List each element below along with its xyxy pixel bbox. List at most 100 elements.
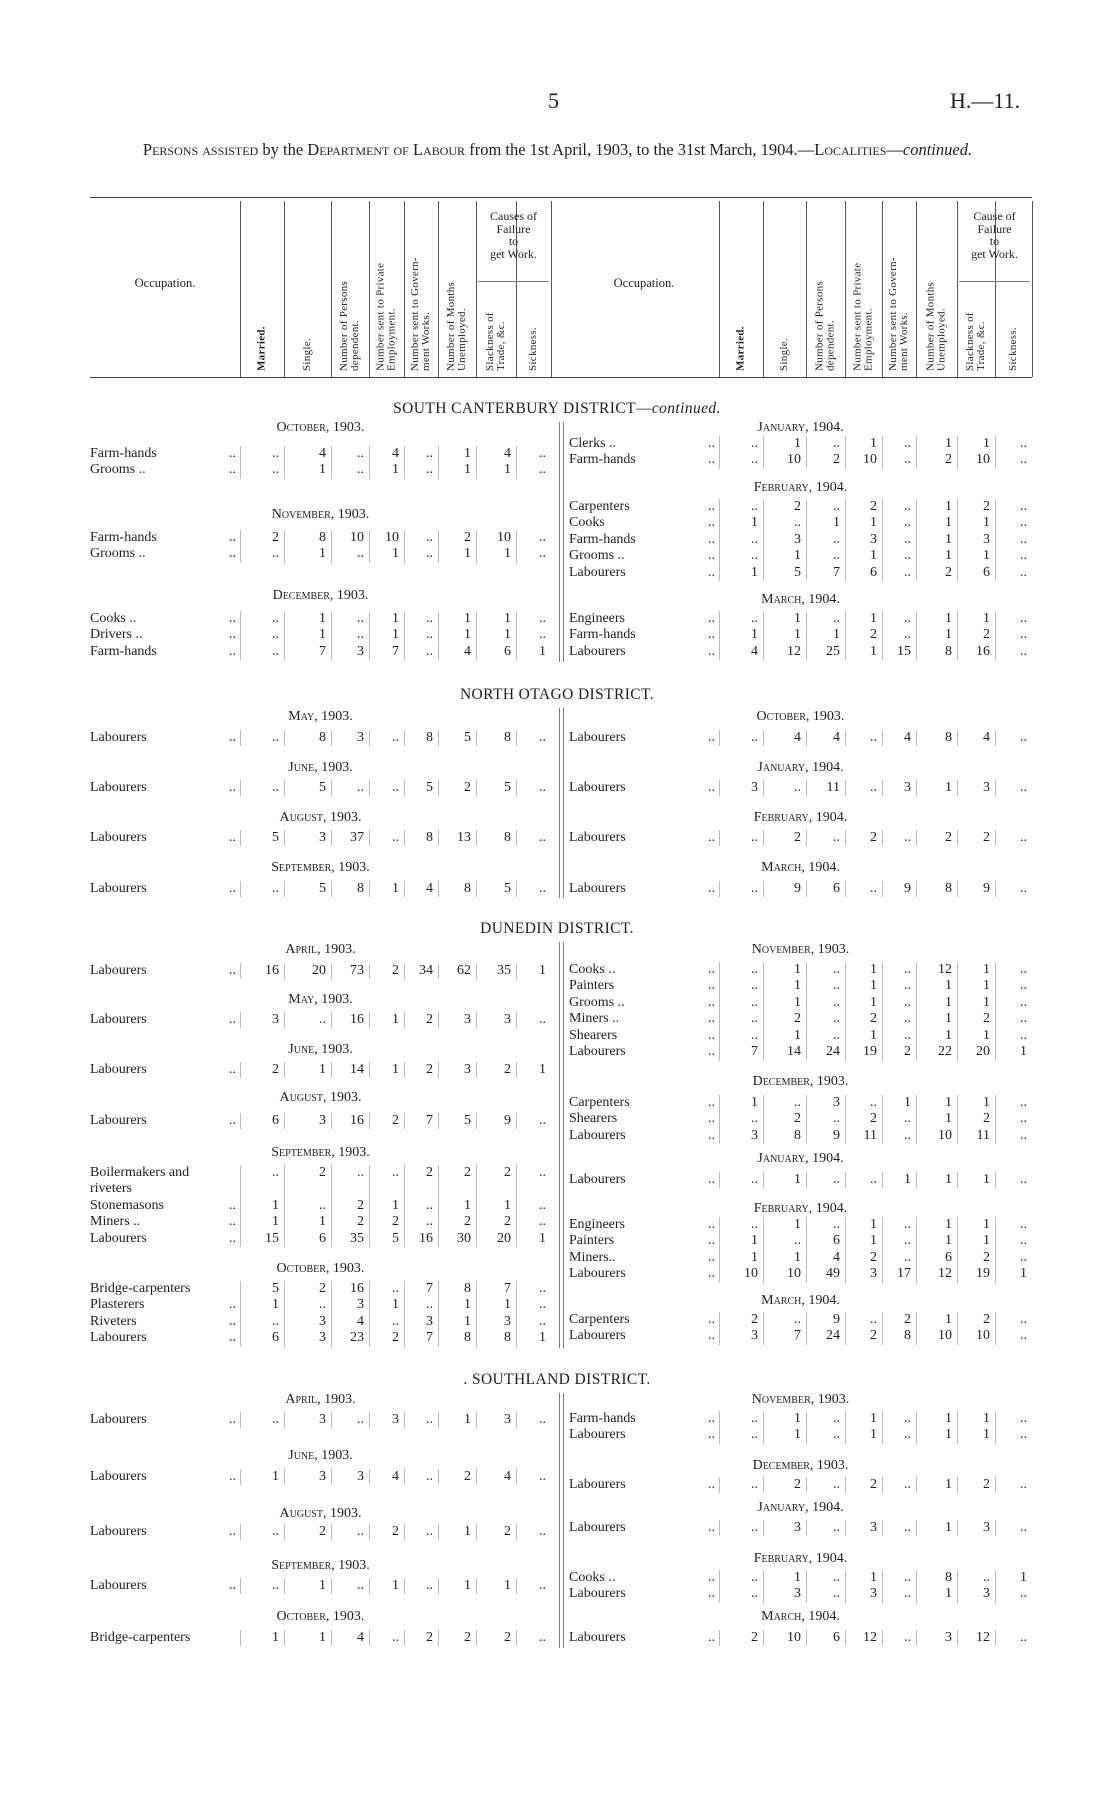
occupation-cell: Labourers.. bbox=[90, 730, 240, 747]
cell-private: 3 bbox=[845, 1519, 882, 1537]
cell-slackness: 8 bbox=[476, 1330, 516, 1347]
cell-months: 1 bbox=[916, 627, 957, 644]
month-heading: February, 1904. bbox=[753, 1550, 848, 1566]
cell-dependent: .. bbox=[331, 462, 369, 479]
cell-private: 2 bbox=[845, 1111, 882, 1128]
cell-dependent: 9 bbox=[806, 1311, 845, 1329]
month-block: Engineers.... 1.. 1.. 1 1.. Farm-hands.. 1 1 1 2.… bbox=[569, 610, 1032, 661]
leader-dots: .. bbox=[229, 1313, 236, 1329]
occupation-cell: Labourers.. bbox=[90, 1578, 240, 1595]
table-row: Labourers.. 1 5 7 6.. 2 6.. bbox=[569, 564, 1032, 582]
cell-dependent: .. bbox=[806, 1569, 845, 1587]
cell-private: 10 bbox=[845, 452, 882, 469]
cell-slackness: 10 bbox=[957, 1328, 995, 1345]
cell-single: 3 bbox=[763, 1586, 806, 1603]
cell-slackness: 3 bbox=[476, 1411, 516, 1429]
district-name: SOUTH CANTERBURY DISTRICT— bbox=[393, 400, 652, 417]
month-block: Labourers.... 4 4.. 4 8 4.. bbox=[569, 729, 1032, 747]
occupation-name: Carpenters bbox=[569, 498, 630, 514]
cell-government: .. bbox=[882, 1586, 916, 1603]
occupation-name: Bridge-carpenters bbox=[90, 1280, 191, 1296]
month-block: Labourers.. 2 10 6 12.. 3 12.. bbox=[569, 1629, 1032, 1647]
cell-government: 4 bbox=[404, 880, 438, 898]
header-dependent: Number of Persons dependent. bbox=[813, 280, 837, 371]
cell-sickness: .. bbox=[516, 627, 551, 644]
cell-sickness: .. bbox=[995, 1011, 1032, 1028]
cell-single: 2 bbox=[763, 829, 806, 847]
leader-dots: .. bbox=[229, 1468, 236, 1484]
cell-slackness: 2 bbox=[957, 498, 995, 516]
cell-sickness: .. bbox=[516, 880, 551, 898]
cell-government: .. bbox=[882, 564, 916, 582]
table-row: Labourers.. 15 6 35 5 16 30 20 1 bbox=[90, 1230, 551, 1248]
cell-dependent: 16 bbox=[331, 1280, 369, 1298]
cell-dependent: 37 bbox=[331, 829, 369, 847]
table-row: Labourers.. 1 3 3 4.. 2 4.. bbox=[90, 1468, 551, 1486]
occupation-cell: Farm-hands.. bbox=[569, 452, 719, 469]
cell-married: 16 bbox=[240, 962, 284, 980]
leader-dots: .. bbox=[229, 829, 236, 845]
cell-dependent: 14 bbox=[331, 1061, 369, 1079]
month-heading: February, 1904. bbox=[753, 1200, 848, 1216]
cell-dependent: 3 bbox=[331, 643, 369, 661]
cell-single: 10 bbox=[763, 1266, 806, 1283]
leader-dots: .. bbox=[229, 546, 236, 562]
month-heading: February, 1904. bbox=[753, 809, 848, 825]
cell-private: 1 bbox=[845, 1410, 882, 1428]
month-heading: March, 1904. bbox=[761, 1292, 840, 1308]
cell-private: .. bbox=[369, 1164, 404, 1198]
cell-married: 3 bbox=[719, 779, 763, 797]
leader-dots: .. bbox=[708, 435, 715, 451]
cell-married: .. bbox=[240, 643, 284, 661]
cell-married: 1 bbox=[719, 627, 763, 644]
cell-dependent: .. bbox=[806, 1027, 845, 1045]
cell-slackness: 1 bbox=[476, 546, 516, 563]
month-heading: February, 1904. bbox=[753, 479, 848, 495]
table-row: Labourers.... 9 6.. 9 8 9.. bbox=[569, 880, 1032, 898]
cell-single: 3 bbox=[284, 829, 331, 847]
cell-single: 8 bbox=[284, 529, 331, 547]
cell-government: .. bbox=[882, 627, 916, 644]
cell-months: 13 bbox=[438, 829, 476, 847]
cell-slackness: 2 bbox=[476, 1214, 516, 1231]
header-married: Married. bbox=[734, 326, 747, 371]
cell-months: 12 bbox=[916, 961, 957, 979]
table-row: Labourers.. 5 3 37.. 8 13 8.. bbox=[90, 829, 551, 847]
cell-sickness: .. bbox=[995, 1328, 1032, 1345]
header-sickness: Sickness. bbox=[1007, 327, 1019, 371]
occupation-cell: Farm-hands.. bbox=[569, 627, 719, 644]
header-bottom-rule bbox=[90, 377, 1032, 378]
cell-slackness: 2 bbox=[957, 1476, 995, 1494]
cell-months: 10 bbox=[916, 1127, 957, 1145]
table-row: Labourers.... 5 8 1 4 8 5.. bbox=[90, 880, 551, 898]
occupation-name: Farm-hands bbox=[90, 529, 157, 545]
occupation-name: Labourers bbox=[90, 962, 147, 978]
cell-sickness: .. bbox=[995, 1476, 1032, 1494]
cell-sickness: 1 bbox=[516, 1230, 551, 1248]
cell-government: 7 bbox=[404, 1112, 438, 1130]
occupation-cell: Labourers.. bbox=[90, 1412, 240, 1429]
cell-slackness: 1 bbox=[957, 1094, 995, 1112]
cell-sickness: 1 bbox=[995, 1569, 1032, 1587]
cell-married: .. bbox=[240, 610, 284, 628]
cell-married: 1 bbox=[240, 1214, 284, 1231]
leader-dots: .. bbox=[229, 1197, 236, 1213]
header-occupation: Occupation. bbox=[613, 276, 675, 290]
cell-dependent: .. bbox=[806, 498, 845, 516]
cell-sickness: .. bbox=[516, 1011, 551, 1029]
leader-dots: .. bbox=[708, 564, 715, 580]
occupation-name: Labourers bbox=[569, 1519, 626, 1535]
cell-government: .. bbox=[882, 498, 916, 516]
occupation-cell: Carpenters.. bbox=[569, 1095, 719, 1112]
cell-sickness: .. bbox=[995, 1427, 1032, 1444]
cell-married: .. bbox=[719, 880, 763, 898]
cell-married: .. bbox=[719, 531, 763, 549]
cell-married: 2 bbox=[719, 1629, 763, 1647]
cell-months: 1 bbox=[916, 498, 957, 516]
cell-months: 8 bbox=[916, 1569, 957, 1587]
cell-months: 2 bbox=[916, 829, 957, 847]
occupation-name: Cooks .. bbox=[90, 610, 137, 626]
cell-government: 2 bbox=[404, 1011, 438, 1029]
month-block: Labourers.. 1 3 3 4.. 2 4.. bbox=[90, 1468, 551, 1486]
cell-government: .. bbox=[882, 1127, 916, 1145]
